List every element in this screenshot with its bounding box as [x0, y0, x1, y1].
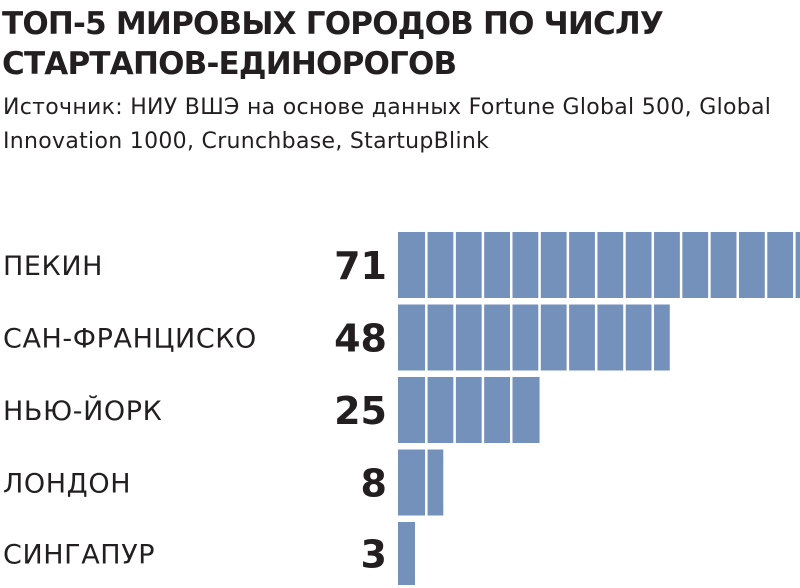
chart-title: ТОП-5 МИРОВЫХ ГОРОДОВ ПО ЧИСЛУ СТАРТАПОВ…: [2, 6, 664, 82]
bar-segment-divider: [453, 377, 456, 443]
bar: [398, 522, 415, 585]
bar-segment-divider: [793, 232, 796, 298]
bar-segment-divider: [453, 304, 456, 371]
bar: [398, 377, 540, 443]
bar-segment-divider: [425, 449, 428, 516]
bar-segment-divider: [453, 232, 456, 298]
bar-segment-divider: [623, 304, 626, 371]
bar-group: [398, 522, 415, 585]
bars-layer: [398, 232, 800, 585]
bar-segment-divider: [594, 232, 598, 298]
category-label: ПЕКИН: [3, 251, 103, 282]
chart-source-note: Источник: НИУ ВШЭ на основе данных Fortu…: [3, 95, 772, 154]
bar: [398, 232, 800, 298]
bar: [398, 304, 670, 371]
labels-layer: ПЕКИН 71 САН-ФРАНЦИСКО 48 НЬЮ-ЙОРК 25 ЛОНДОН 8 С…: [3, 244, 387, 577]
bar-segment-divider: [708, 232, 711, 298]
bar-segment-divider: [425, 304, 428, 371]
bar-group: [398, 304, 670, 371]
bar-segment-divider: [594, 304, 598, 371]
bar-segment-divider: [679, 232, 683, 298]
bar-segment-divider: [651, 304, 655, 371]
bar-segment-divider: [425, 377, 428, 443]
bar-segment-divider: [481, 377, 485, 443]
bar-segment-divider: [623, 232, 626, 298]
value-label: 48: [334, 317, 387, 361]
category-label: НЬЮ-ЙОРК: [3, 395, 162, 427]
bar-segment-divider: [566, 232, 570, 298]
bar-segment-divider: [509, 377, 513, 443]
value-label: 25: [334, 389, 387, 433]
value-label: 71: [334, 244, 387, 288]
bar-segment-divider: [538, 232, 541, 298]
value-label: 8: [361, 462, 387, 506]
bar-group: [398, 449, 444, 516]
bar-segment-divider: [509, 232, 513, 298]
bar-group: [398, 232, 800, 298]
category-label: ЛОНДОН: [3, 469, 131, 500]
bar-segment-divider: [481, 232, 485, 298]
bar-segment-divider: [764, 232, 768, 298]
bar-segment-divider: [509, 304, 513, 371]
bar-segment-divider: [566, 304, 570, 371]
bar-segment-divider: [538, 304, 541, 371]
bar-segment-divider: [481, 304, 485, 371]
value-label: 3: [361, 533, 387, 577]
bar-segment-divider: [736, 232, 739, 298]
category-label: СИНГАПУР: [3, 540, 155, 571]
bar-segment-divider: [651, 232, 655, 298]
bar: [398, 449, 444, 516]
bar-segment-divider: [425, 232, 428, 298]
bar-group: [398, 377, 540, 443]
category-label: САН-ФРАНЦИСКО: [3, 324, 257, 355]
